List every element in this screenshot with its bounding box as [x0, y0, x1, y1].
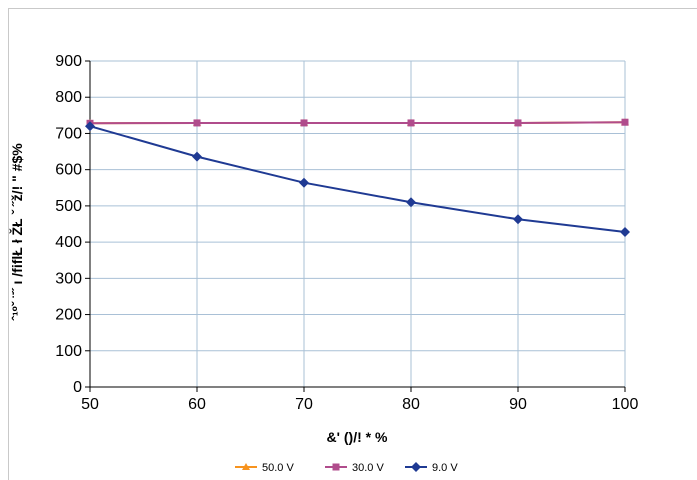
x-tick-label: 70: [295, 396, 313, 413]
y-tick-labels: 0 100 200 300 400 500 600 700 800 900: [55, 53, 82, 396]
legend-marker: [332, 463, 340, 471]
y-tick-label: 300: [55, 270, 82, 287]
data-point: [621, 118, 629, 126]
x-tick-label: 60: [188, 396, 206, 413]
axes: [85, 60, 626, 392]
series-line-9-0-v: [89, 125, 626, 233]
x-axis-label: &' ()/! * %: [327, 429, 388, 445]
series-group: [85, 118, 630, 237]
data-point: [407, 119, 415, 127]
data-point: [299, 177, 309, 188]
data-point: [192, 151, 202, 162]
data-point: [514, 119, 522, 127]
data-point: [406, 197, 416, 208]
grid-lines: [89, 60, 626, 388]
y-tick-label: 500: [55, 198, 82, 215]
data-point: [193, 119, 201, 127]
x-tick-label: 80: [402, 396, 420, 413]
y-tick-label: 700: [55, 125, 82, 142]
y-tick-label: 800: [55, 89, 82, 106]
legend-marker: [242, 463, 250, 470]
y-tick-label: 0: [73, 379, 82, 396]
legend-marker: [411, 462, 421, 472]
legend-label: 9.0 V: [432, 462, 458, 474]
x-tick-label: 100: [612, 396, 639, 413]
x-tick-label: 50: [81, 396, 99, 413]
data-point: [513, 214, 523, 225]
series-line-30-0-v: [89, 121, 626, 125]
legend: 50.0 V 30.0 V 9.0 V: [235, 462, 458, 474]
y-tick-label: 200: [55, 307, 82, 324]
y-axis-label: ˆ¹ºˇ ¨˝ ı /fiflŁ ł ŽŁ ˇ ˝ž/! " #$%: [8, 143, 25, 321]
x-tick-labels: 50 60 70 80 90 100: [81, 396, 638, 413]
legend-label: 30.0 V: [352, 462, 384, 474]
data-point: [620, 226, 630, 237]
y-tick-label: 600: [55, 162, 82, 179]
legend-label: 50.0 V: [262, 462, 294, 474]
data-point: [300, 119, 308, 127]
y-tick-label: 400: [55, 234, 82, 251]
chart-frame: [8, 8, 697, 480]
y-tick-label: 100: [55, 343, 82, 360]
x-tick-label: 90: [509, 396, 527, 413]
y-tick-label: 900: [55, 53, 82, 70]
data-point: [85, 121, 95, 132]
